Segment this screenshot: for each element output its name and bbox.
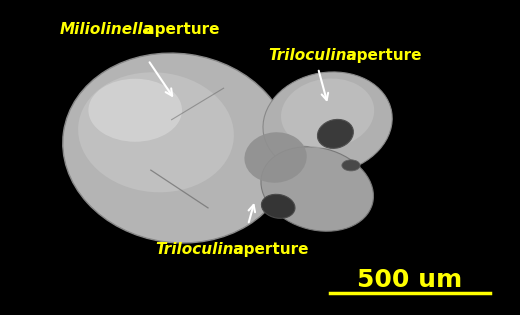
Text: 500 um: 500 um: [357, 268, 463, 292]
Text: aperture: aperture: [341, 48, 421, 63]
Ellipse shape: [78, 72, 234, 192]
Ellipse shape: [281, 78, 374, 148]
Text: aperture: aperture: [139, 22, 219, 37]
Ellipse shape: [261, 147, 373, 231]
Ellipse shape: [244, 132, 307, 183]
Ellipse shape: [342, 160, 360, 171]
Ellipse shape: [263, 72, 392, 174]
Ellipse shape: [88, 79, 182, 142]
Ellipse shape: [63, 53, 291, 243]
Text: Triloculina: Triloculina: [268, 48, 357, 63]
Text: Miliolinella: Miliolinella: [60, 22, 154, 37]
Text: Triloculina: Triloculina: [155, 242, 244, 257]
Ellipse shape: [317, 119, 354, 148]
Text: aperture: aperture: [228, 242, 308, 257]
Ellipse shape: [262, 194, 295, 218]
